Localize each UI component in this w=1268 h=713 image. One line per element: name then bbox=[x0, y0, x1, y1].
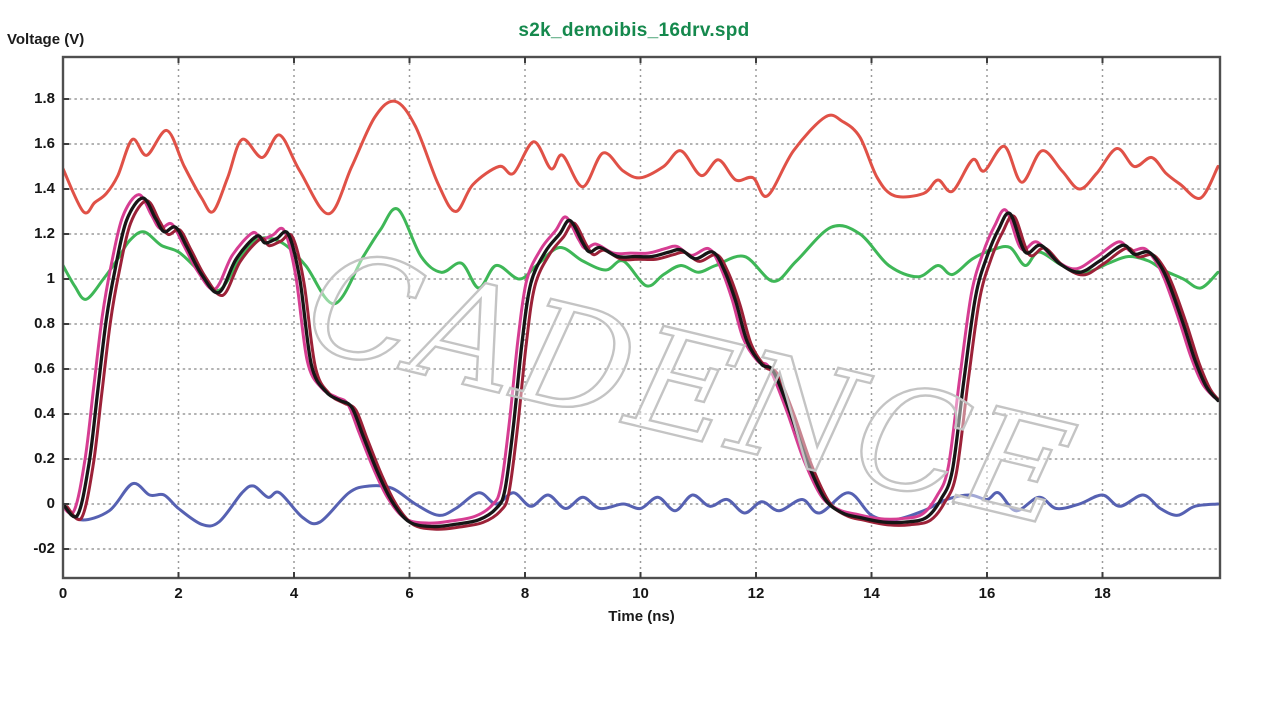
chart-title: s2k_demoibis_16drv.spd bbox=[518, 20, 750, 41]
blue-near-zero-trace-trace bbox=[63, 481, 1220, 528]
y-tick-label: 1.4 bbox=[34, 180, 55, 197]
y-tick-label: 1.6 bbox=[34, 135, 55, 152]
y-axis-title: Voltage (V) bbox=[7, 31, 85, 48]
switching-bundle-trace bbox=[63, 196, 1220, 529]
x-tick-label: 14 bbox=[863, 585, 880, 602]
y-tick-label: -02 bbox=[33, 540, 55, 557]
x-tick-label: 2 bbox=[174, 585, 183, 602]
y-tick-label: 0.8 bbox=[34, 315, 55, 332]
x-tick-label: 8 bbox=[520, 585, 530, 602]
x-axis-title: Time (ns) bbox=[608, 608, 675, 625]
red-upper-trace-trace bbox=[63, 99, 1220, 216]
x-tick-label: 18 bbox=[1094, 585, 1111, 602]
y-tick-label: 0.4 bbox=[34, 405, 55, 422]
y-tick-label: 1 bbox=[46, 270, 55, 287]
x-tick-label: 0 bbox=[58, 585, 68, 602]
x-tick-label: 6 bbox=[405, 585, 414, 602]
x-tick-label: 12 bbox=[747, 585, 765, 602]
y-tick-label: 0.2 bbox=[34, 450, 55, 467]
switching-bundle-trace bbox=[63, 193, 1216, 525]
x-tick-label: 16 bbox=[978, 585, 996, 602]
x-tick-label: 10 bbox=[632, 585, 649, 602]
y-tick-label: 1.8 bbox=[34, 90, 55, 107]
x-tick-label: 4 bbox=[289, 585, 299, 602]
y-tick-label: 0 bbox=[46, 495, 55, 512]
y-tick-label: 1.2 bbox=[34, 225, 55, 242]
y-tick-label: 0.6 bbox=[34, 360, 55, 377]
